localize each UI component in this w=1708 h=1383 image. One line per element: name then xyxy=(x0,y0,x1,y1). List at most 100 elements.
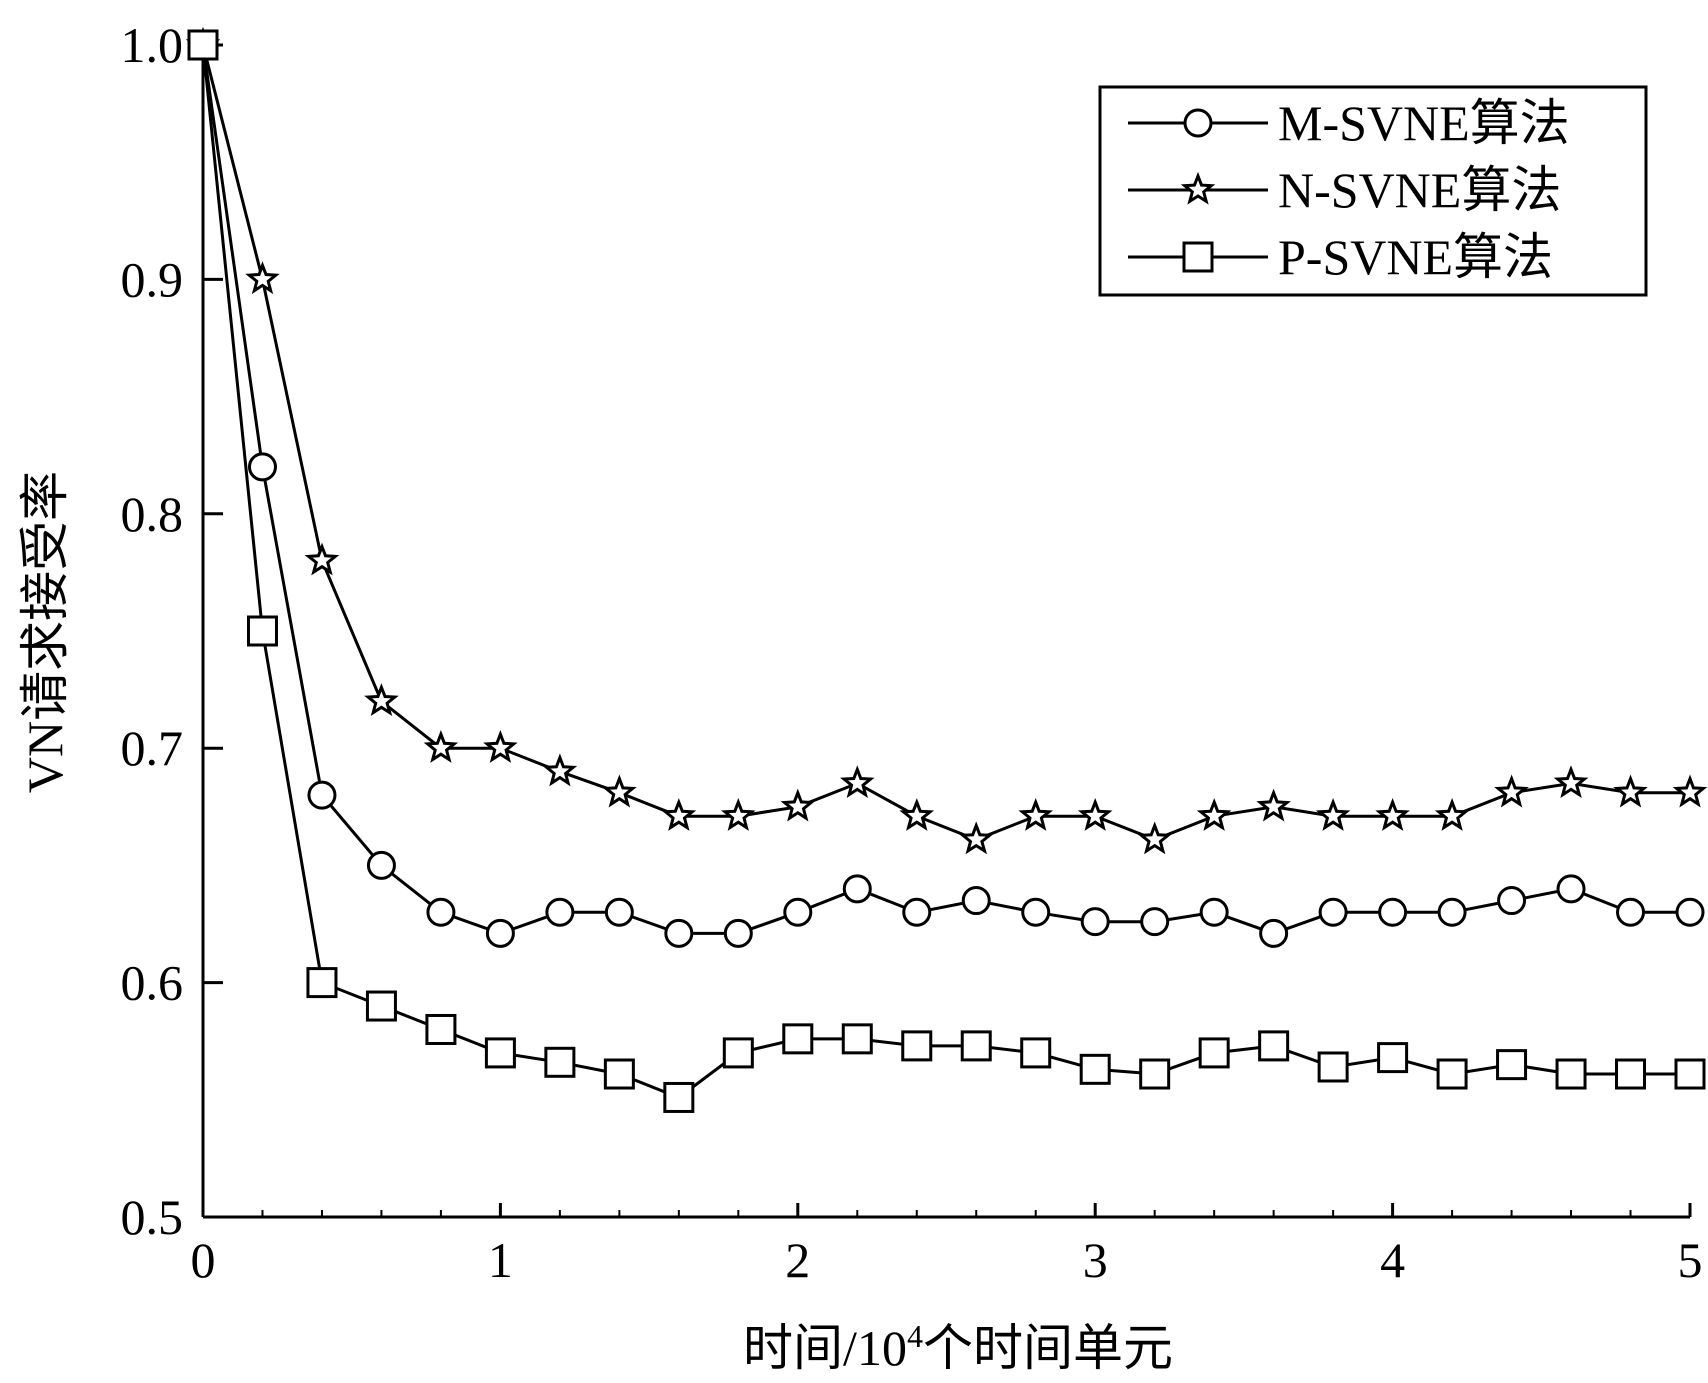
data-point-p-svne xyxy=(722,1037,754,1069)
legend: M-SVNE算法 N-SVNE算法 P-SVNE算法 xyxy=(1098,85,1648,297)
data-point-p-svne xyxy=(246,615,278,647)
data-point-p-svne xyxy=(960,1030,992,1062)
data-point-n-svne xyxy=(1256,788,1291,822)
data-point-p-svne xyxy=(1615,1058,1647,1090)
data-point-n-svne xyxy=(245,261,280,295)
x-tick-label: 3 xyxy=(1083,1232,1108,1288)
data-point-n-svne xyxy=(780,788,816,822)
data-point-p-svne xyxy=(365,990,397,1022)
data-point-n-svne xyxy=(364,683,399,716)
data-point-m-svne xyxy=(1437,897,1467,927)
data-point-m-svne xyxy=(366,850,396,880)
y-tick-label: 0.6 xyxy=(121,955,184,1011)
data-point-p-svne xyxy=(1020,1037,1052,1069)
data-point-p-svne xyxy=(1198,1037,1230,1069)
y-tick-label: 0.5 xyxy=(121,1189,184,1245)
data-point-n-svne xyxy=(661,798,697,831)
x-axis-title: 时间/104个时间单元 xyxy=(743,1318,1173,1376)
data-point-n-svne xyxy=(958,821,994,855)
data-point-m-svne xyxy=(1318,897,1348,927)
data-point-p-svne xyxy=(901,1030,933,1062)
data-point-n-svne xyxy=(423,730,459,763)
legend-label-p-svne: P-SVNE算法 xyxy=(1278,229,1553,285)
data-point-p-svne xyxy=(484,1037,516,1069)
data-point-m-svne xyxy=(842,874,872,904)
legend-marker-m-svne xyxy=(1183,108,1213,138)
axis-titles: 时间/104个时间单元 VN请求接受率 xyxy=(17,471,1173,1376)
data-point-m-svne xyxy=(1675,897,1705,927)
x-tick-label: 0 xyxy=(191,1232,216,1288)
data-point-m-svne xyxy=(783,897,813,927)
data-point-m-svne xyxy=(1378,897,1408,927)
data-point-m-svne xyxy=(604,897,634,927)
x-tick-label: 1 xyxy=(488,1232,513,1288)
data-point-n-svne xyxy=(1137,821,1172,855)
x-tick-label: 2 xyxy=(785,1232,810,1288)
data-point-p-svne xyxy=(425,1013,457,1045)
data-point-m-svne xyxy=(247,452,277,482)
data-point-p-svne xyxy=(306,967,338,999)
data-point-m-svne xyxy=(1140,907,1170,937)
data-point-n-svne xyxy=(1315,798,1351,831)
data-point-n-svne xyxy=(1375,798,1410,831)
data-point-p-svne xyxy=(663,1081,695,1113)
series-layer xyxy=(185,26,1708,1113)
data-point-p-svne xyxy=(1377,1042,1409,1074)
data-point-n-svne xyxy=(1613,774,1648,808)
data-point-m-svne xyxy=(1199,897,1229,927)
data-point-n-svne xyxy=(1018,798,1053,831)
y-tick-label: 0.7 xyxy=(121,720,184,776)
data-point-p-svne xyxy=(1674,1058,1706,1090)
data-point-m-svne xyxy=(723,918,753,948)
data-point-m-svne xyxy=(664,918,694,948)
data-point-n-svne xyxy=(1494,774,1529,808)
y-tick-label: 0.8 xyxy=(121,486,184,542)
data-point-n-svne xyxy=(840,765,875,799)
data-point-p-svne xyxy=(1079,1053,1111,1085)
data-point-p-svne xyxy=(1317,1051,1349,1083)
data-point-n-svne xyxy=(483,730,518,763)
data-point-m-svne xyxy=(1556,874,1586,904)
data-point-n-svne xyxy=(304,542,340,576)
x-tick-label: 5 xyxy=(1678,1232,1703,1288)
data-point-m-svne xyxy=(1616,897,1646,927)
data-point-p-svne xyxy=(544,1046,576,1078)
data-point-p-svne xyxy=(782,1023,814,1055)
data-point-m-svne xyxy=(545,897,575,927)
data-point-p-svne xyxy=(1555,1058,1587,1090)
series-n-svne xyxy=(185,26,1708,855)
data-point-n-svne xyxy=(1672,774,1708,808)
legend-label-n-svne: N-SVNE算法 xyxy=(1278,162,1561,218)
data-point-p-svne xyxy=(1496,1049,1528,1081)
series-m-svne xyxy=(188,30,1705,948)
data-point-p-svne xyxy=(1436,1058,1468,1090)
legend-marker-n-svne xyxy=(1180,171,1216,205)
data-point-m-svne xyxy=(961,886,991,916)
data-point-m-svne xyxy=(1259,918,1289,948)
data-point-n-svne xyxy=(542,753,578,787)
data-point-m-svne xyxy=(1021,897,1051,927)
data-point-p-svne xyxy=(187,29,219,61)
data-point-n-svne xyxy=(1434,798,1470,831)
data-point-m-svne xyxy=(426,897,456,927)
data-point-n-svne xyxy=(899,798,935,831)
series-p-svne xyxy=(187,29,1706,1113)
data-point-m-svne xyxy=(485,918,515,948)
x-tick-label: 4 xyxy=(1380,1232,1405,1288)
data-point-m-svne xyxy=(1497,886,1527,916)
y-tick-label: 0.9 xyxy=(121,251,184,307)
data-point-m-svne xyxy=(307,780,337,810)
data-point-m-svne xyxy=(1080,907,1110,937)
data-point-n-svne xyxy=(1077,798,1113,831)
y-axis-title: VN请求接受率 xyxy=(17,471,73,793)
data-point-p-svne xyxy=(603,1058,635,1090)
data-point-n-svne xyxy=(1196,798,1232,831)
data-point-n-svne xyxy=(721,798,756,831)
axes: 0 1 2 3 4 5 0.5 0.6 0.7 0.8 0.9 1.0 xyxy=(121,17,1703,1288)
data-point-p-svne xyxy=(1139,1058,1171,1090)
legend-label-m-svne: M-SVNE算法 xyxy=(1278,95,1570,151)
data-point-p-svne xyxy=(841,1023,873,1055)
data-point-p-svne xyxy=(1258,1030,1290,1062)
data-point-n-svne xyxy=(1553,765,1589,799)
